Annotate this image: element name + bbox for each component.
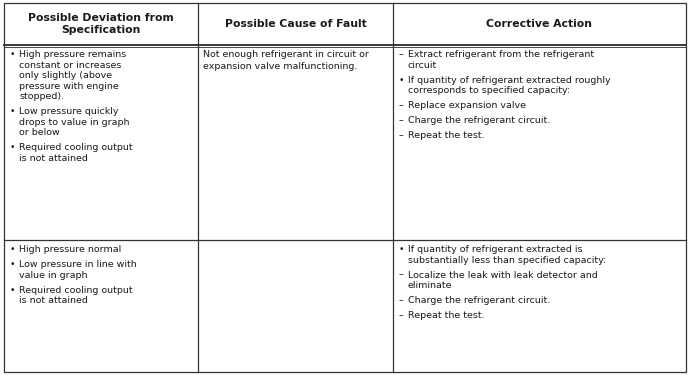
Text: Repeat the test.: Repeat the test. <box>408 311 484 320</box>
Text: Charge the refrigerant circuit.: Charge the refrigerant circuit. <box>408 296 550 305</box>
Text: –: – <box>399 50 404 59</box>
Text: or below: or below <box>19 128 60 137</box>
Text: Low pressure in line with: Low pressure in line with <box>19 260 137 269</box>
Text: is not attained: is not attained <box>19 154 88 163</box>
Text: •: • <box>399 76 404 85</box>
Text: Replace expansion valve: Replace expansion valve <box>408 101 526 110</box>
Text: eliminate: eliminate <box>408 281 452 290</box>
Text: –: – <box>399 271 404 280</box>
Text: Required cooling output: Required cooling output <box>19 143 132 152</box>
Text: drops to value in graph: drops to value in graph <box>19 118 130 127</box>
Text: –: – <box>399 101 404 110</box>
Text: Possible Deviation from
Specification: Possible Deviation from Specification <box>28 13 174 35</box>
Text: constant or increases: constant or increases <box>19 60 121 69</box>
Text: Not enough refrigerant in circuit or
expansion valve malfunctioning.: Not enough refrigerant in circuit or exp… <box>204 50 369 71</box>
Text: Corrective Action: Corrective Action <box>486 19 593 29</box>
Text: –: – <box>399 116 404 125</box>
Text: –: – <box>399 311 404 320</box>
Text: Extract refrigerant from the refrigerant: Extract refrigerant from the refrigerant <box>408 50 594 59</box>
Text: Repeat the test.: Repeat the test. <box>408 131 484 140</box>
Text: •: • <box>10 143 15 152</box>
Text: •: • <box>399 245 404 254</box>
Text: •: • <box>10 260 15 269</box>
Text: Required cooling output: Required cooling output <box>19 286 132 295</box>
Text: Localize the leak with leak detector and: Localize the leak with leak detector and <box>408 271 598 280</box>
Text: If quantity of refrigerant extracted is: If quantity of refrigerant extracted is <box>408 245 582 254</box>
Text: pressure with engine: pressure with engine <box>19 82 119 91</box>
Text: Low pressure quickly: Low pressure quickly <box>19 107 119 116</box>
Text: –: – <box>399 296 404 305</box>
Text: –: – <box>399 131 404 140</box>
Text: corresponds to specified capacity:: corresponds to specified capacity: <box>408 86 570 95</box>
Text: Charge the refrigerant circuit.: Charge the refrigerant circuit. <box>408 116 550 125</box>
Text: is not attained: is not attained <box>19 296 88 305</box>
Text: High pressure remains: High pressure remains <box>19 50 126 59</box>
Text: Possible Cause of Fault: Possible Cause of Fault <box>225 19 366 29</box>
Text: •: • <box>10 107 15 116</box>
Text: •: • <box>10 245 15 254</box>
Text: High pressure normal: High pressure normal <box>19 245 121 254</box>
Text: stopped).: stopped). <box>19 92 64 101</box>
Text: •: • <box>10 286 15 295</box>
Text: •: • <box>10 50 15 59</box>
Text: only slightly (above: only slightly (above <box>19 71 112 80</box>
Text: value in graph: value in graph <box>19 271 88 280</box>
Text: substantially less than specified capacity:: substantially less than specified capaci… <box>408 255 606 264</box>
Text: circuit: circuit <box>408 60 437 69</box>
Text: If quantity of refrigerant extracted roughly: If quantity of refrigerant extracted rou… <box>408 76 611 85</box>
